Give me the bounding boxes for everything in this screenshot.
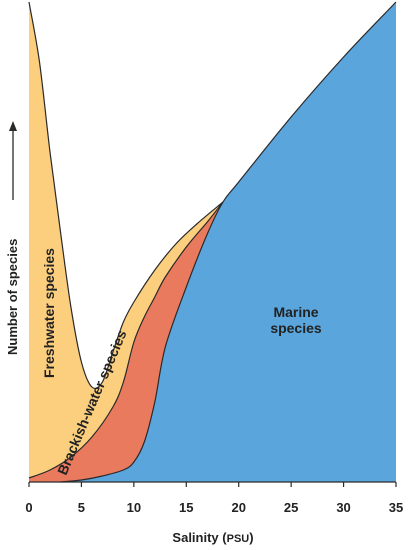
x-axis-label-close: ) bbox=[249, 530, 253, 545]
x-tick-label: 5 bbox=[78, 500, 85, 515]
brackish-water-species-line bbox=[28, 201, 224, 479]
y-axis-label: Number of species bbox=[5, 239, 20, 355]
y-axis-label-group: Number of species bbox=[5, 121, 20, 355]
x-axis-label: Salinity (PSU) bbox=[172, 530, 253, 545]
x-tick-label: 0 bbox=[25, 500, 32, 515]
freshwater-species-line bbox=[28, 1, 224, 390]
x-axis-label-unit: PSU bbox=[227, 533, 250, 545]
y-axis-arrow-head bbox=[9, 121, 17, 131]
x-axis-label-main: Salinity ( bbox=[172, 530, 227, 545]
marine-species-area bbox=[60, 2, 396, 482]
x-tick-label: 15 bbox=[179, 500, 193, 515]
x-tick-label: 10 bbox=[127, 500, 141, 515]
x-tick-label: 35 bbox=[389, 500, 403, 515]
x-tick-label: 20 bbox=[231, 500, 245, 515]
marine-species-line bbox=[60, 1, 397, 483]
chart-areas bbox=[28, 1, 397, 483]
marine-series-label-line2: species bbox=[270, 320, 322, 336]
freshwater-series-label: Freshwater species bbox=[41, 248, 57, 378]
x-axis-ticks: 0 5 10 15 20 25 30 35 bbox=[25, 482, 403, 515]
x-tick-label: 30 bbox=[336, 500, 350, 515]
x-tick-label: 25 bbox=[284, 500, 298, 515]
marine-series-label-line1: Marine bbox=[273, 304, 318, 320]
